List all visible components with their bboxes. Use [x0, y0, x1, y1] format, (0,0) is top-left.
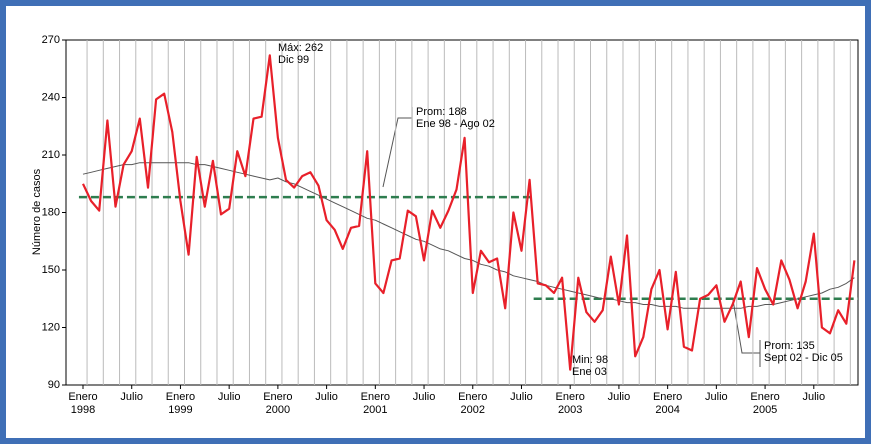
- x-tick-label: Julio: [412, 391, 436, 403]
- x-tick-label: Julio: [705, 391, 728, 403]
- x-tick-label: Enero 1999: [165, 391, 196, 416]
- x-tick-label: Enero 2001: [360, 391, 390, 416]
- x-tick-label: Enero 2003: [555, 391, 585, 416]
- x-tick-label: Enero 2005: [750, 391, 780, 416]
- series-line: [82, 54, 856, 371]
- callout-line: [732, 299, 760, 354]
- x-tick-label: Julio: [802, 391, 826, 403]
- y-tick-label: 240: [42, 91, 60, 103]
- x-tick-label: Enero 2002: [458, 391, 488, 416]
- y-axis-label: Número de casos: [31, 168, 43, 255]
- annotation: Sept 02 - Dic 05: [764, 352, 843, 364]
- annotation: Dic 99: [278, 54, 309, 66]
- y-tick-label: 90: [48, 379, 60, 391]
- x-tick-label: Julio: [120, 391, 144, 403]
- annotation: Min: 98: [572, 354, 608, 366]
- y-tick-label: 210: [42, 149, 60, 161]
- y-tick-label: 180: [42, 206, 60, 218]
- annotation: Máx: 262: [278, 42, 323, 54]
- annotation: Ene 98 - Ago 02: [416, 118, 495, 130]
- x-tick-label: Julio: [217, 391, 241, 403]
- grid: [86, 40, 851, 385]
- x-tick-label: Julio: [510, 391, 533, 403]
- y-tick-label: 270: [42, 34, 60, 46]
- annotation: Ene 03: [572, 366, 607, 378]
- y-tick-label: 150: [42, 264, 60, 276]
- x-tick-label: Julio: [607, 391, 631, 403]
- callout-line: [382, 117, 412, 188]
- annotation: Prom: 188: [416, 106, 467, 118]
- x-tick-label: Julio: [315, 391, 338, 403]
- annotation: Prom: 135: [764, 340, 815, 352]
- y-tick-label: 120: [42, 321, 60, 333]
- x-tick-label: Enero 1998: [68, 391, 98, 416]
- x-tick-label: Enero 2004: [652, 391, 683, 416]
- x-tick-label: Enero 2000: [263, 391, 293, 416]
- plot-area: [65, 39, 859, 386]
